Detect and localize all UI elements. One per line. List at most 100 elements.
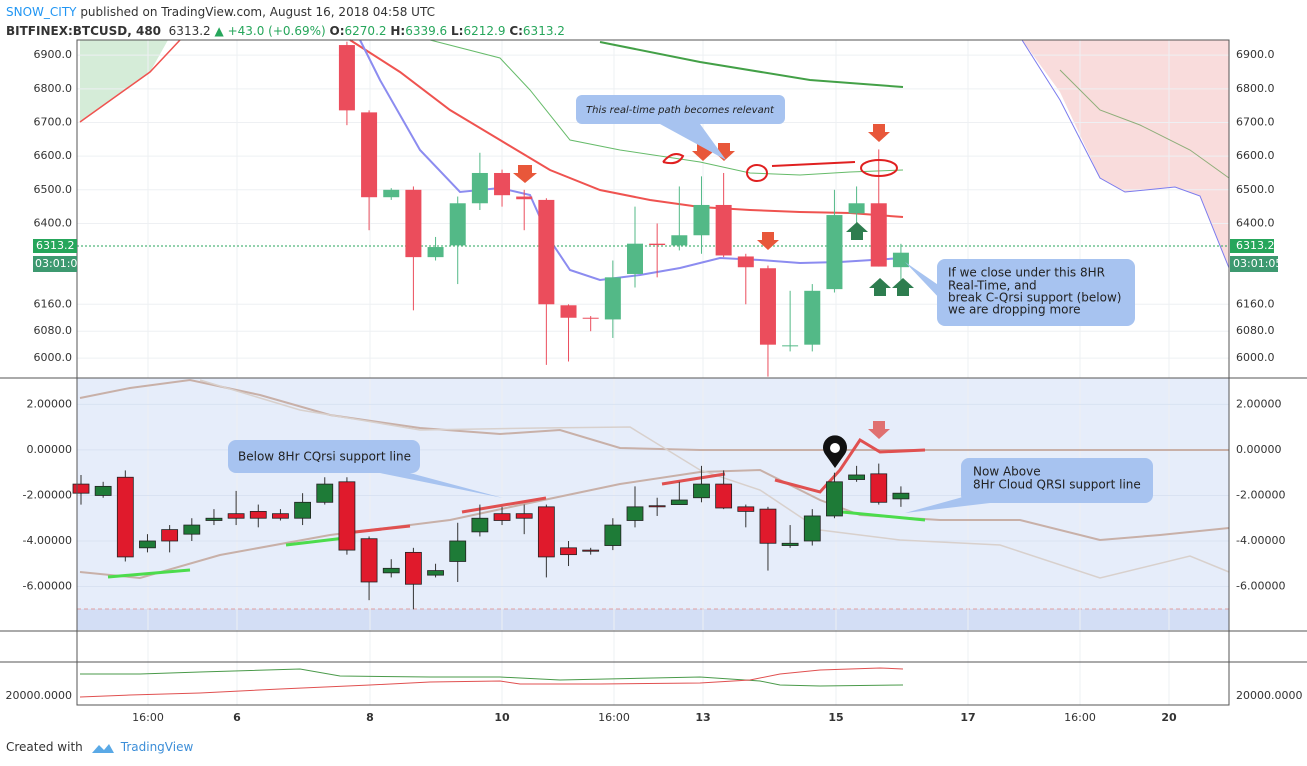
candle-body: [759, 268, 776, 345]
ma-green-dark: [599, 41, 904, 88]
candle-body: [493, 513, 511, 521]
callout: [961, 458, 1153, 503]
frames: [0, 39, 1307, 706]
l: 6212.9: [463, 24, 506, 38]
note: Real-Time, and: [948, 279, 1037, 293]
ma-blue: [359, 39, 904, 282]
x-tick-label: 6: [233, 711, 241, 724]
candle-body: [626, 506, 644, 521]
l-label: L:: [451, 24, 464, 38]
tag-countdown: 03:01:05: [1233, 257, 1282, 270]
x-tick-label: 16:00: [132, 711, 164, 724]
support: [285, 536, 346, 547]
y-tick-label: 6160.0: [34, 297, 73, 310]
cloud-edge: [1021, 39, 1230, 269]
candle-body: [516, 196, 533, 200]
arrow-down: [757, 232, 779, 250]
x-tick-label: 16:00: [598, 711, 630, 724]
y-tick-label: 6700.0: [1236, 115, 1275, 128]
y-tick-label: 6000.0: [34, 351, 73, 364]
y-tick-label: 6080.0: [34, 324, 73, 337]
cloud-red: [1022, 40, 1229, 268]
x-tick-label: 13: [695, 711, 710, 724]
note: break C-Qrsi support (below): [948, 291, 1121, 305]
y-tick-label: 6500.0: [1236, 183, 1275, 196]
candle-body: [382, 567, 400, 574]
candle-body: [404, 551, 422, 585]
resist: [354, 524, 411, 534]
note: we are dropping more: [948, 303, 1081, 317]
tag-price: 6313.2: [1236, 239, 1275, 252]
ma-red: [79, 39, 181, 123]
candle-body: [205, 517, 223, 521]
y-tick-label: -4.00000: [1236, 534, 1285, 547]
candle-body: [782, 345, 799, 347]
resist: [774, 437, 926, 494]
candle-body: [94, 485, 112, 496]
y-tick-label: 6900.0: [34, 48, 73, 61]
candle-body: [693, 483, 710, 499]
brand[interactable]: TradingView: [120, 740, 194, 754]
chart: This real-time path becomes relevant If …: [0, 39, 1307, 724]
y-tick-label: -2.00000: [1236, 488, 1285, 501]
candle-body: [560, 305, 577, 318]
support: [841, 510, 926, 522]
y-tick-label: -2.00000: [23, 488, 72, 501]
arrow: ▲: [214, 24, 224, 38]
pin-dot: [830, 443, 840, 453]
note: 8Hr Cloud QRSI support line: [973, 478, 1141, 492]
arrow-up: [892, 278, 914, 296]
y-tick-label: -4.00000: [23, 534, 72, 547]
arrow-up: [869, 278, 891, 296]
y-tick-label: 2.00000: [1236, 397, 1282, 410]
x-tick-label: 17: [960, 711, 975, 724]
tag: [1230, 239, 1274, 253]
callout: [937, 259, 1135, 326]
candle-body: [737, 506, 755, 512]
vol-line: [80, 668, 904, 687]
candle-body: [338, 481, 356, 551]
x-tick-label: 15: [828, 711, 843, 724]
candle-body: [848, 203, 865, 214]
candle-body: [139, 540, 156, 549]
vol-tick: 20000.0000: [6, 689, 72, 702]
o-label: O:: [329, 24, 345, 38]
candle-body: [671, 235, 688, 246]
osc-bg: [77, 378, 1229, 630]
candle-body: [670, 499, 688, 505]
x-tick-label: 16:00: [1064, 711, 1096, 724]
author[interactable]: SNOW_CITY: [6, 5, 77, 19]
y-tick-label: 6900.0: [1236, 48, 1275, 61]
candle-body: [693, 204, 710, 236]
logo-shape: [91, 743, 114, 753]
x-tick-label: 20: [1161, 711, 1177, 724]
header: SNOW_CITY published on TradingView.com, …: [6, 3, 565, 41]
vol-line: [79, 667, 904, 698]
candle-body: [449, 203, 466, 246]
created: Created with: [6, 740, 83, 754]
candle-body: [737, 256, 754, 268]
candle-body: [604, 524, 622, 546]
arrow-down: [713, 143, 735, 161]
symbol: BITFINEX:BTCUSD, 480: [6, 24, 162, 38]
y-tick-label: 6160.0: [1236, 297, 1275, 310]
y-tick-label: 6500.0: [34, 183, 73, 196]
candle-body: [781, 542, 799, 546]
candle-body: [715, 483, 733, 509]
y-tick-label: 2.00000: [27, 397, 73, 410]
candle-body: [449, 540, 467, 562]
candle-body: [715, 204, 732, 256]
change: +43.0 (+0.69%): [227, 24, 326, 38]
tag-countdown: 03:01:05: [35, 257, 84, 270]
callout: [228, 440, 420, 473]
candle-body: [383, 189, 400, 198]
drawing-circle: [746, 164, 768, 182]
candle-body: [515, 513, 533, 519]
candle-body: [360, 538, 378, 583]
candle-body: [759, 508, 777, 544]
candle-body: [361, 112, 378, 198]
price-tag: 6313.2 03:01:05 6313.2 03:01:05: [33, 239, 1282, 272]
y-tick-label: 6600.0: [34, 149, 73, 162]
candle-body: [272, 513, 289, 519]
